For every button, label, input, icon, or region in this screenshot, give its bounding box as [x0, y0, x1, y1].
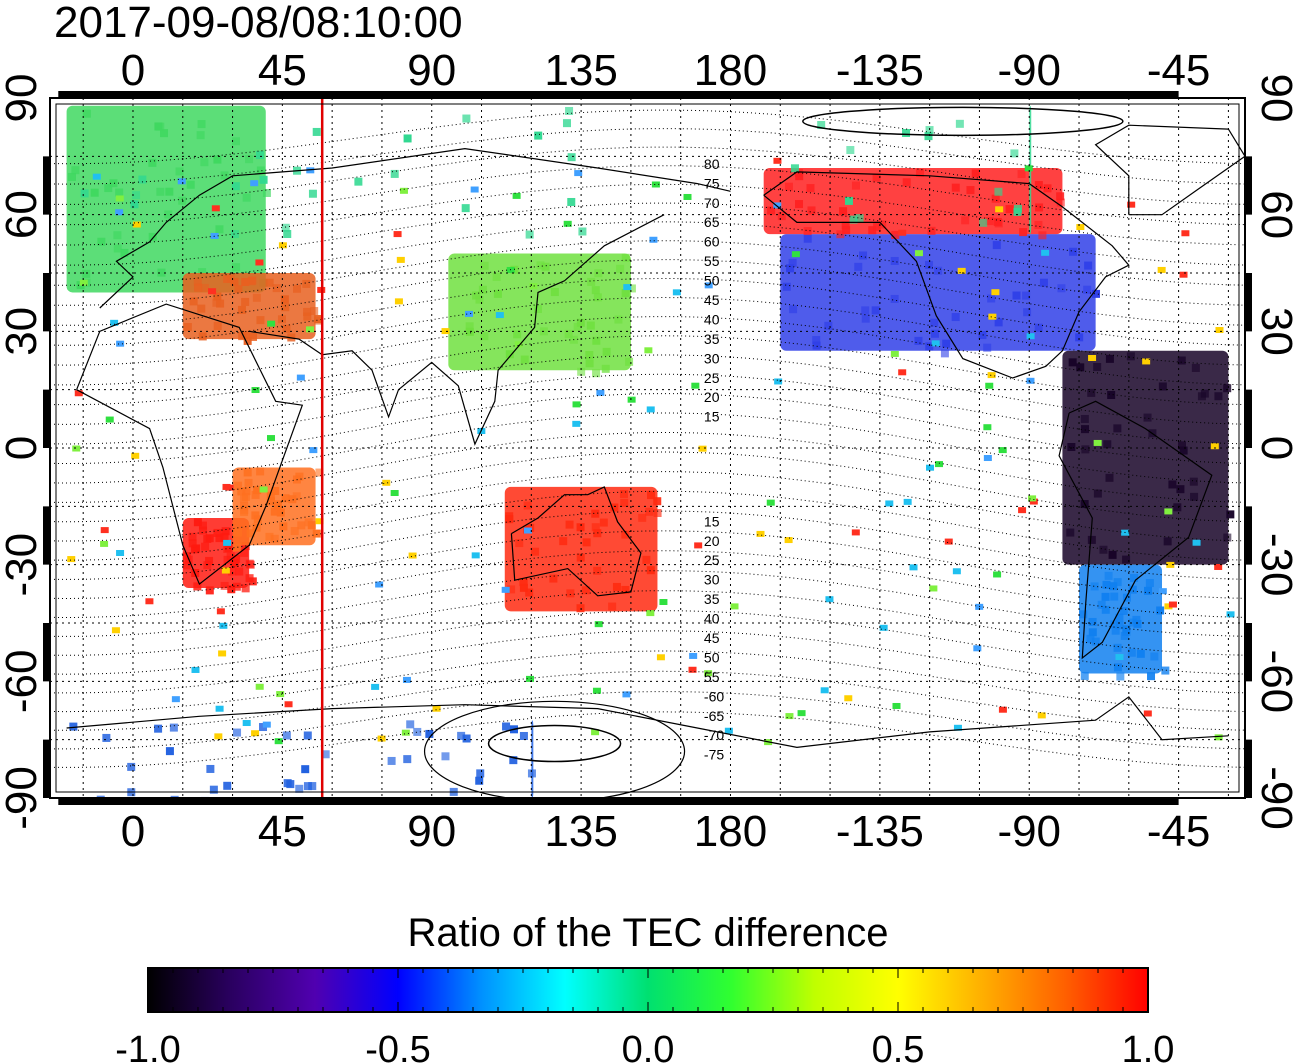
lon-tick-top: 90 — [407, 46, 456, 95]
mlat-label: -75 — [704, 747, 724, 763]
mlat-label: 65 — [704, 214, 720, 230]
mlat-label: 70 — [704, 195, 720, 211]
mlat-label: 55 — [704, 669, 720, 685]
lat-tick-left: -90 — [0, 766, 46, 830]
tec-region-asia — [448, 253, 636, 378]
colorbar-tick-label: -1.0 — [115, 1029, 180, 1064]
mlat-label: 15 — [704, 409, 720, 425]
graticule — [50, 98, 1245, 798]
mlat-label: 25 — [704, 370, 720, 386]
lon-tick-top: 45 — [258, 46, 307, 95]
tec-region-south-america — [1062, 350, 1235, 565]
colorbar-tick-label: 0.5 — [872, 1029, 925, 1064]
mlat-label: 45 — [704, 630, 720, 646]
australia-coastline — [510, 486, 642, 597]
lon-tick-bottom: 135 — [544, 807, 617, 856]
mlat-label: -65 — [704, 708, 724, 724]
lat-tick-right: -30 — [1252, 533, 1296, 597]
south-pole-contour-inner — [487, 724, 622, 763]
lat-tick-right: 60 — [1252, 190, 1296, 239]
mlat-label: 55 — [704, 253, 720, 269]
mlat-label: 35 — [704, 591, 720, 607]
mlat-label: 20 — [704, 389, 720, 405]
mlat-label: -70 — [704, 727, 724, 743]
lat-tick-left: -60 — [0, 650, 46, 714]
mlat-labels-south: 15 20 25 30 35 40 45 50 55 -60 -65 -70 -75 — [704, 513, 724, 762]
north-america-coastline — [763, 171, 1130, 379]
lat-tick-right: 90 — [1252, 74, 1296, 123]
colorbar-title: Ratio of the TEC difference — [407, 911, 888, 955]
tec-region-south-africa — [182, 518, 257, 595]
mlat-label: 50 — [704, 273, 720, 289]
lon-tick-bottom: -45 — [1147, 807, 1211, 856]
lat-tick-left: 30 — [0, 307, 46, 356]
colorbar-tick-label: -0.5 — [365, 1029, 430, 1064]
mlat-label: 80 — [704, 156, 720, 172]
lon-tick-bottom: -90 — [997, 807, 1061, 856]
mlat-label: 40 — [704, 611, 720, 627]
map-inner-frame — [55, 103, 1240, 793]
lat-tick-left: 0 — [0, 436, 46, 460]
lat-tick-right: 30 — [1252, 307, 1296, 356]
north-pole-contour — [802, 106, 1124, 137]
lon-tick-top: -45 — [1147, 46, 1211, 95]
lat-tick-left: 90 — [0, 74, 46, 123]
lon-tick-bottom: 0 — [121, 807, 145, 856]
lon-tick-bottom: -135 — [836, 807, 924, 856]
eurasia-coastline — [99, 147, 731, 309]
mlat-label: -60 — [704, 688, 724, 704]
magnetic-latitude-contours — [50, 109, 1245, 768]
tec-region-arctic-north-america — [763, 168, 1065, 240]
mlat-labels-north: 80 75 70 65 60 55 50 45 40 35 30 25 20 15 — [704, 156, 720, 425]
lon-tick-top: -135 — [836, 46, 924, 95]
africa-coastline — [76, 303, 304, 586]
mlat-label: 60 — [704, 234, 720, 250]
mlat-label: 40 — [704, 311, 720, 327]
lat-tick-right: 0 — [1252, 436, 1296, 460]
lon-tick-top: -90 — [997, 46, 1061, 95]
tec-region-north-america — [780, 234, 1101, 358]
lat-tick-right: -60 — [1252, 650, 1296, 714]
lat-tick-left: -30 — [0, 533, 46, 597]
south-pole-contour-outer — [423, 700, 686, 798]
mlat-label: 20 — [704, 533, 720, 549]
tec-region-madagascar-region — [232, 467, 324, 552]
mlat-label: 30 — [704, 350, 720, 366]
mlat-label: 50 — [704, 649, 720, 665]
lon-tick-bottom: 90 — [407, 807, 456, 856]
lon-tick-top: 135 — [544, 46, 617, 95]
antarctica-coastline — [66, 696, 1229, 749]
colorbar-tick-label: 0.0 — [622, 1029, 675, 1064]
south-america-coastline — [1058, 400, 1213, 660]
mlat-label: 35 — [704, 331, 720, 347]
lon-tick-bottom: 45 — [258, 807, 307, 856]
mlat-label: 15 — [704, 513, 720, 529]
sparse-measurements — [67, 157, 1235, 746]
tec-region-europe — [66, 105, 271, 293]
lon-tick-bottom: 180 — [694, 807, 767, 856]
lat-tick-right: -90 — [1252, 766, 1296, 830]
colorbar-tick-label: 1.0 — [1122, 1029, 1175, 1064]
greenland-coastline — [1094, 124, 1245, 216]
mlat-label: 75 — [704, 175, 720, 191]
mlat-label: 25 — [704, 552, 720, 568]
lon-tick-top: 180 — [694, 46, 767, 95]
map-frame — [49, 97, 1246, 799]
mlat-label: 30 — [704, 572, 720, 588]
timestamp-title: 2017-09-08/08:10:00 — [54, 0, 463, 47]
mlat-label: 45 — [704, 292, 720, 308]
lon-tick-top: 0 — [121, 46, 145, 95]
lat-tick-left: 60 — [0, 190, 46, 239]
asia-south-coastline — [249, 214, 665, 446]
